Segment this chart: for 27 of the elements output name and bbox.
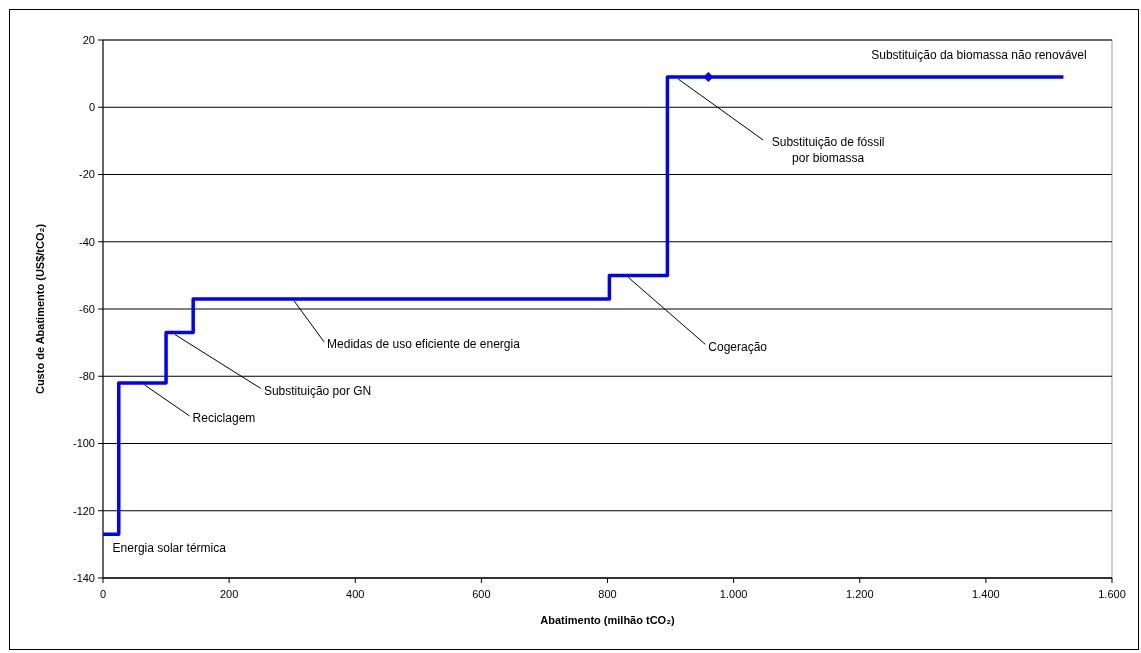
- x-tick-label: 1.200: [845, 588, 874, 600]
- y-axis-title: Custo de Abatimento (US$/tCO₂): [34, 223, 46, 395]
- y-tick-label: -80: [79, 370, 95, 383]
- x-tick-label: 1.400: [972, 588, 1000, 600]
- y-tick-label: -60: [79, 302, 95, 315]
- y-tick-label: -120: [72, 504, 95, 517]
- annotation: Energia solar térmica: [112, 541, 227, 556]
- y-tick-label: 20: [82, 33, 95, 46]
- y-tick-label: -20: [79, 168, 95, 181]
- y-tick-label: -140: [72, 571, 95, 584]
- annotation: Substituição de fóssil por biomassa: [771, 135, 885, 165]
- x-tick-label: 800: [598, 588, 617, 600]
- x-tick-label: 400: [346, 588, 365, 600]
- x-tick-label: 0: [99, 588, 107, 600]
- x-tick-label: 1.600: [1098, 588, 1126, 600]
- x-tick-label: 200: [219, 588, 239, 600]
- annotation: Substituição da biomassa não renovável: [871, 48, 1087, 63]
- x-tick-label: 1.000: [719, 588, 748, 600]
- x-axis-title: Abatimento (milhão tCO₂): [540, 614, 676, 626]
- annotation: Medidas de uso eficiente de energia: [327, 337, 521, 352]
- annotation: Reciclagem: [192, 411, 256, 426]
- y-tick-label: 0: [88, 101, 95, 114]
- annotation: Cogeração: [708, 339, 768, 354]
- annotation: Substituição por GN: [263, 383, 372, 398]
- y-tick-label: -40: [79, 235, 95, 248]
- y-tick-label: -100: [72, 437, 95, 450]
- x-tick-label: 600: [472, 588, 491, 600]
